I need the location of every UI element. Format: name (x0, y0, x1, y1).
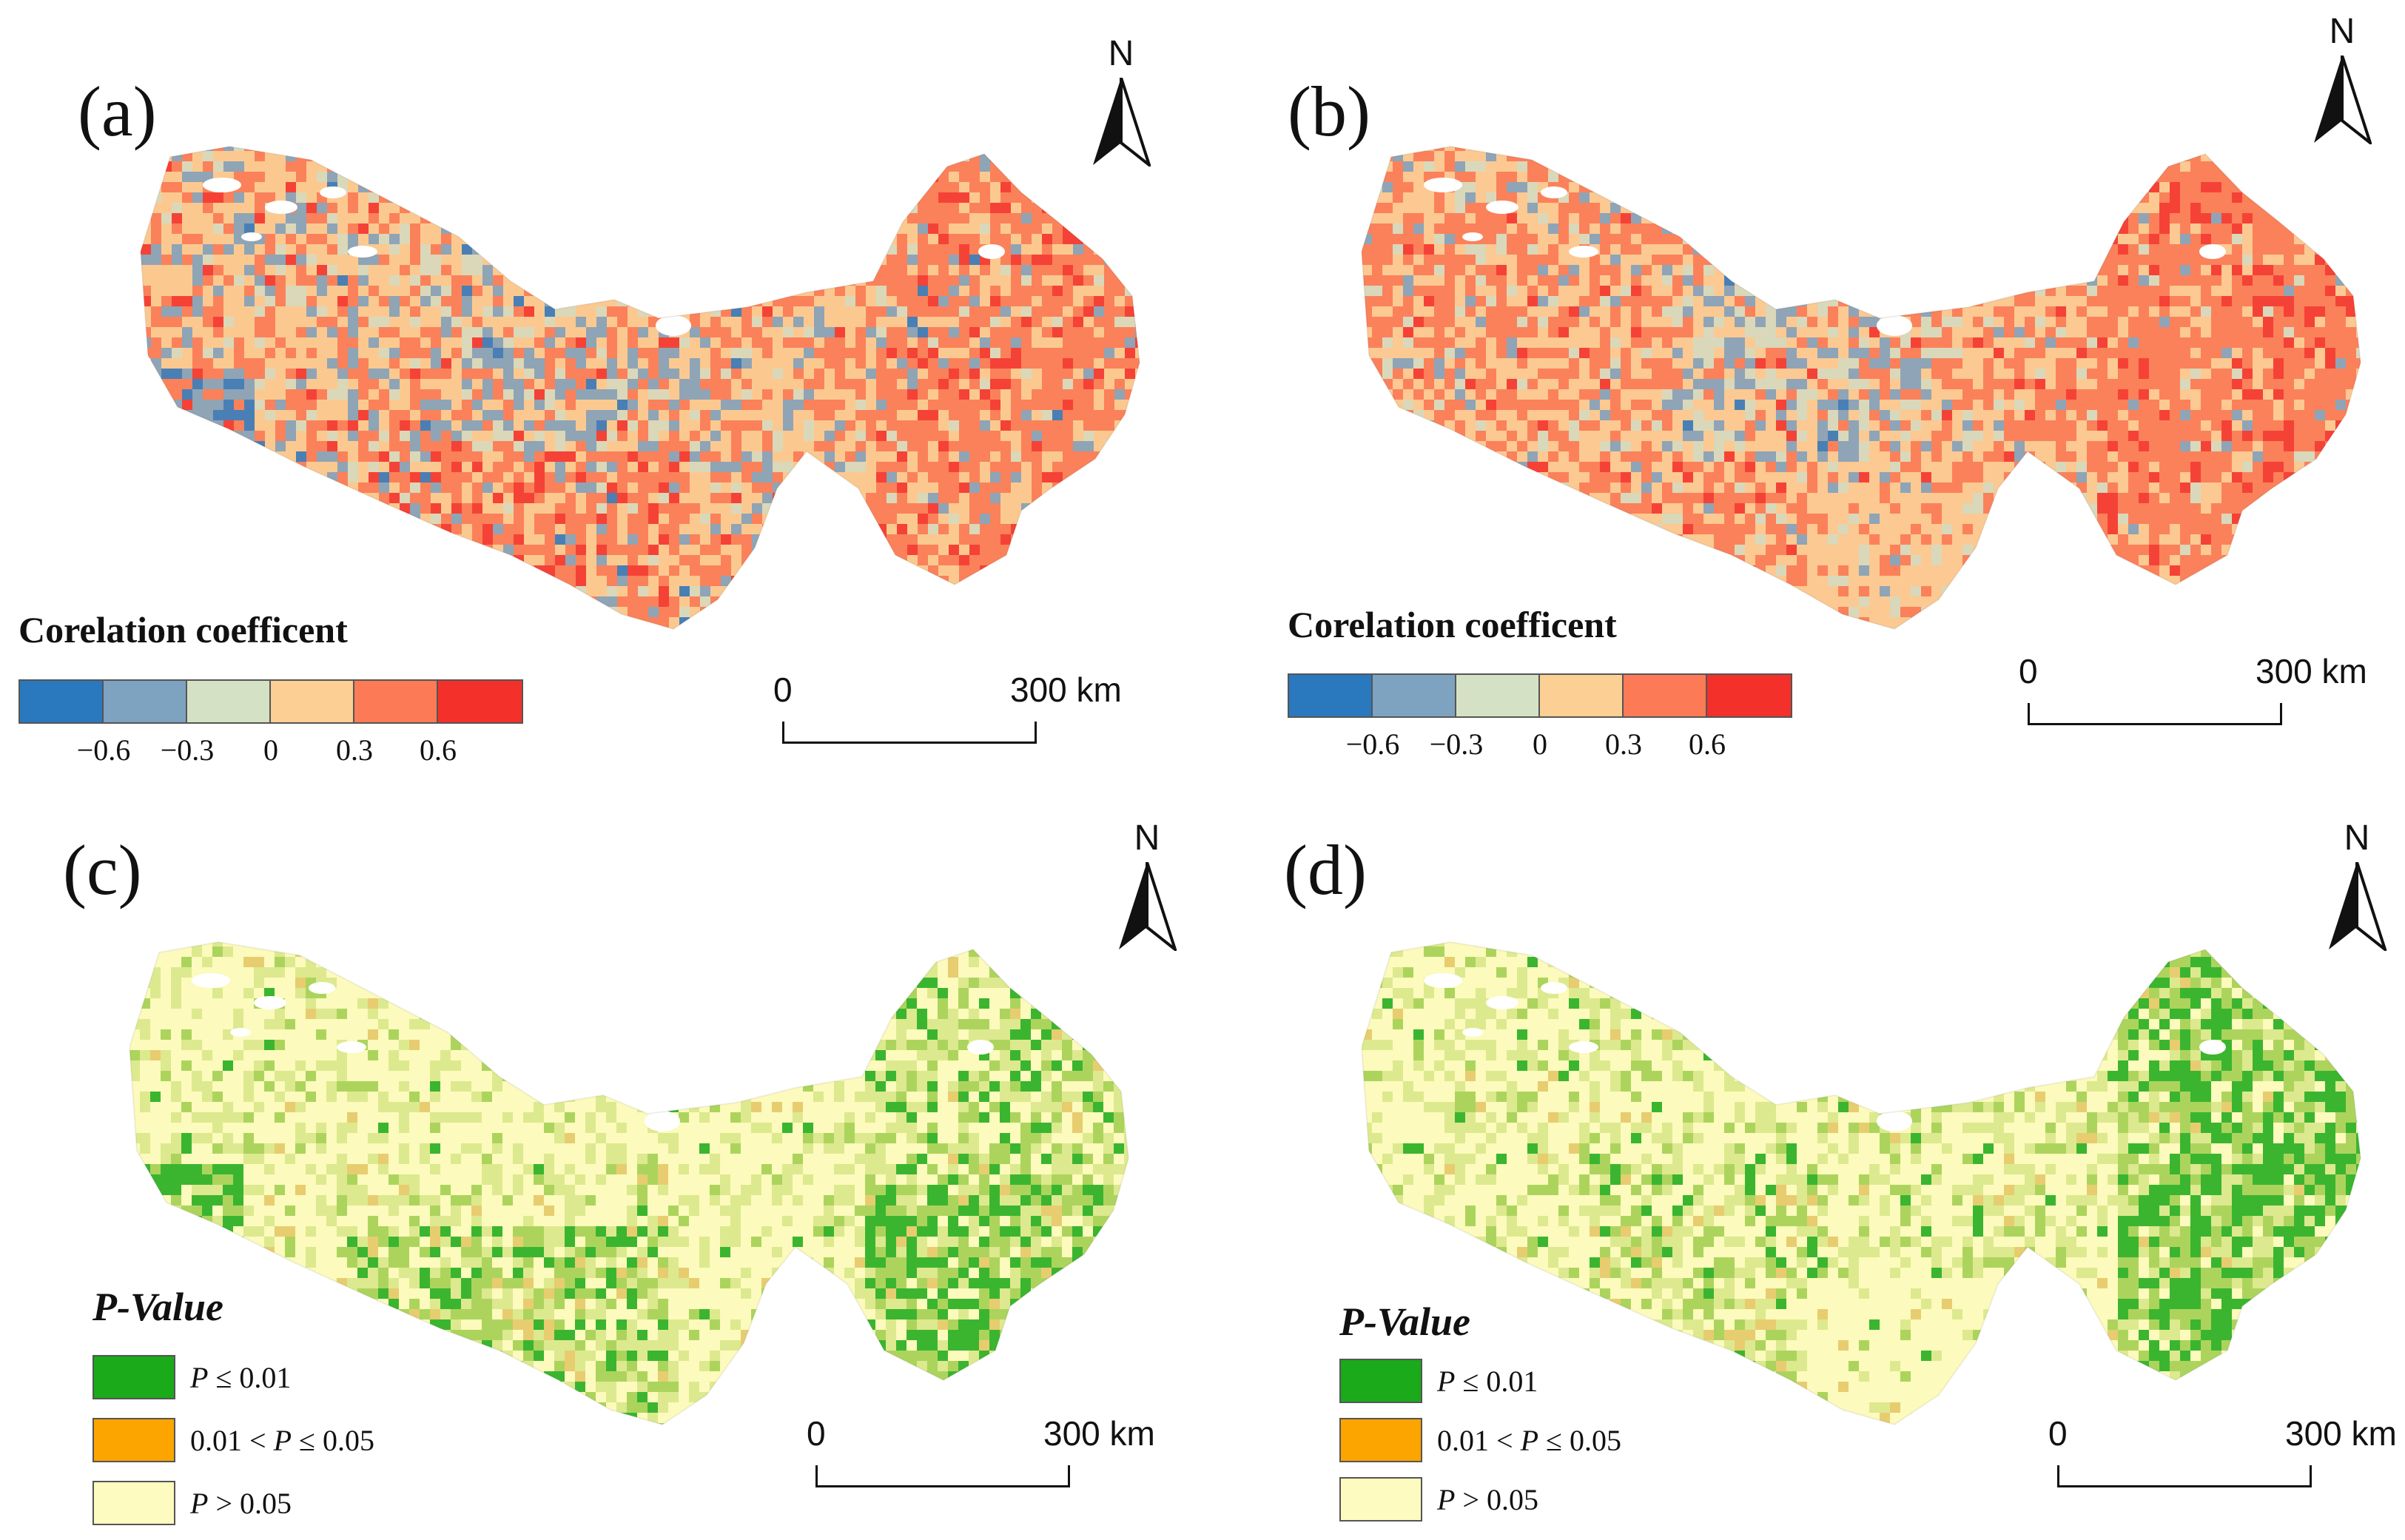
scale-start-b: 0 (2019, 652, 2038, 690)
north-arrow-b: N (2309, 11, 2375, 152)
correlation-color-ramp-b (1288, 673, 1792, 718)
pvalue-swatch (92, 1481, 175, 1525)
map-pvalue-d (1362, 941, 2362, 1426)
panel-label-b: (b) (1288, 72, 1370, 151)
legend-tick-label: −0.3 (1429, 727, 1484, 761)
north-label-b: N (2329, 12, 2355, 51)
legend-tick-label: 0 (1533, 727, 1547, 761)
north-arrow-icon (2329, 862, 2386, 951)
pvalue-legend-item: 0.01 < P ≤ 0.05 (1339, 1417, 1621, 1463)
ramp-swatch-0 (20, 681, 104, 722)
ramp-swatch-3 (271, 681, 354, 722)
scale-end-c: 300 km (1043, 1414, 1155, 1453)
panel-label-a: (a) (78, 72, 157, 151)
correlation-color-ramp-a (18, 679, 523, 724)
north-label-c: N (1134, 818, 1160, 858)
map-pvalue-c (130, 941, 1130, 1426)
pvalue-legend-item: 0.01 < P ≤ 0.05 (92, 1417, 374, 1463)
legend-title-a: Corelation coefficent (18, 609, 348, 650)
pvalue-label: P ≤ 0.01 (1437, 1364, 1538, 1398)
pvalue-label: P > 0.05 (1437, 1482, 1538, 1516)
pvalue-label: 0.01 < P ≤ 0.05 (190, 1423, 374, 1457)
north-label-d: N (2344, 818, 2370, 858)
north-arrow-a: N (1088, 33, 1154, 174)
scale-bar-b: 0 300 km (2019, 651, 2367, 733)
ramp-swatch-4 (1624, 675, 1707, 716)
scale-start-d: 0 (2048, 1414, 2068, 1453)
pvalue-label: 0.01 < P ≤ 0.05 (1437, 1423, 1621, 1457)
pvalue-swatch (92, 1418, 175, 1462)
north-arrow-c: N (1114, 818, 1180, 958)
map-correlation-b (1362, 145, 2362, 631)
pvalue-swatch (1339, 1359, 1422, 1403)
pvalue-swatch (92, 1355, 175, 1399)
map-correlation-a (141, 145, 1141, 631)
ramp-swatch-5 (438, 681, 522, 722)
legend-tick-label: 0.6 (420, 733, 457, 767)
legend-tick-label: −0.6 (1345, 727, 1400, 761)
scale-start-c: 0 (807, 1414, 826, 1453)
pvalue-swatch (1339, 1418, 1422, 1462)
raster-region (1362, 147, 2361, 629)
ramp-swatch-3 (1540, 675, 1624, 716)
ramp-swatch-0 (1289, 675, 1373, 716)
pvalue-label: P ≤ 0.01 (190, 1360, 292, 1394)
pvalue-legend-item: P ≤ 0.01 (1339, 1358, 1538, 1404)
north-arrow-icon (1093, 78, 1151, 167)
north-arrow-icon (2314, 56, 2372, 144)
pvalue-label: P > 0.05 (190, 1486, 292, 1520)
pvalue-legend-item: P ≤ 0.01 (92, 1354, 291, 1400)
ramp-swatch-4 (354, 681, 438, 722)
legend-title-b: Corelation coefficent (1288, 604, 1617, 645)
scale-bar-d: 0 300 km (2048, 1413, 2397, 1495)
scale-end-a: 300 km (1010, 670, 1122, 709)
legend-tick-label: 0.3 (336, 733, 373, 767)
ramp-swatch-5 (1707, 675, 1791, 716)
legend-tick-label: −0.3 (160, 733, 215, 767)
pvalue-swatch (1339, 1477, 1422, 1521)
scale-start-a: 0 (773, 670, 793, 709)
north-arrow-icon (1119, 862, 1177, 951)
legend-title-d: P-Value (1339, 1299, 1471, 1344)
panel-label-c: (c) (63, 830, 142, 909)
ramp-swatch-1 (104, 681, 187, 722)
legend-title-c: P-Value (92, 1285, 224, 1329)
scale-bar-c: 0 300 km (807, 1413, 1155, 1495)
ramp-swatch-1 (1373, 675, 1456, 716)
legend-tick-label: 0.6 (1689, 727, 1726, 761)
legend-tick-label: −0.6 (76, 733, 131, 767)
scale-bar-a: 0 300 km (773, 670, 1122, 751)
raster-region (141, 147, 1140, 629)
north-label-a: N (1108, 34, 1134, 73)
ramp-swatch-2 (1456, 675, 1540, 716)
scale-end-d: 300 km (2285, 1414, 2397, 1453)
scale-end-b: 300 km (2256, 652, 2367, 690)
pvalue-legend-item: P > 0.05 (1339, 1476, 1538, 1522)
legend-tick-label: 0 (263, 733, 278, 767)
north-arrow-d: N (2324, 818, 2390, 958)
pvalue-legend-item: P > 0.05 (92, 1480, 292, 1526)
panel-label-d: (d) (1284, 830, 1367, 909)
legend-tick-label: 0.3 (1605, 727, 1642, 761)
ramp-swatch-2 (187, 681, 271, 722)
